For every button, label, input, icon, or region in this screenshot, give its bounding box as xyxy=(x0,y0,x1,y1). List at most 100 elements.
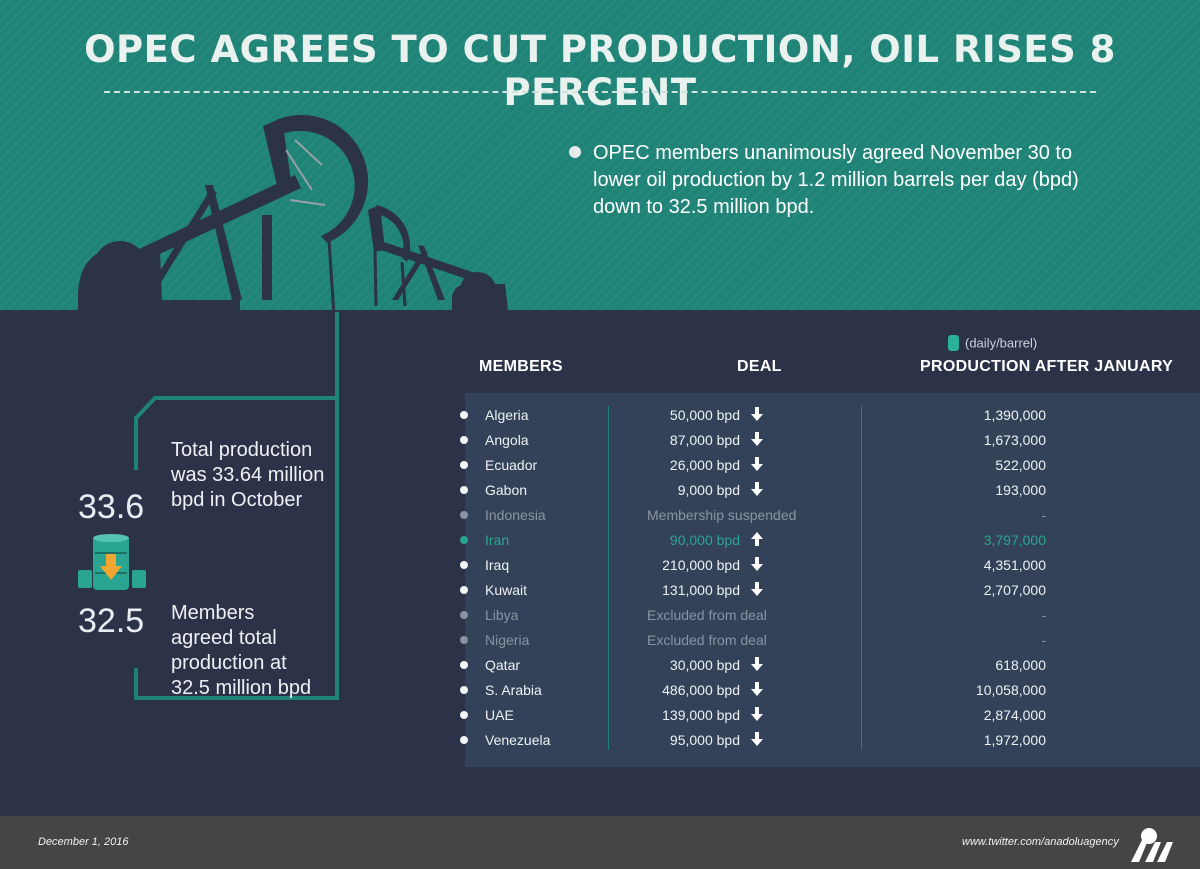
after-text: Members agreed total production at 32.5 … xyxy=(171,602,312,699)
production-value: - xyxy=(1041,507,1046,523)
production-value: 1,673,000 xyxy=(983,432,1046,448)
intro-block: OPEC members unanimously agreed November… xyxy=(569,140,1089,221)
member-name: Venezuela xyxy=(485,732,551,748)
member-name: Angola xyxy=(485,432,529,448)
production-value: - xyxy=(1041,632,1046,648)
member-name: Libya xyxy=(485,607,519,623)
intro-text: OPEC members unanimously agreed November… xyxy=(593,142,1079,218)
deal-amount: 486,000 bpd xyxy=(662,682,740,698)
table-row: Qatar 30,000 bpd 618,000 xyxy=(460,653,1080,678)
row-bullet xyxy=(460,611,468,619)
deal-amount: 26,000 bpd xyxy=(669,457,740,473)
member-name: UAE xyxy=(485,707,514,723)
row-bullet xyxy=(460,586,468,594)
table-background xyxy=(465,393,1200,767)
table-row: Venezuela 95,000 bpd 1,972,000 xyxy=(460,728,1080,753)
deal-amount: 9,000 bpd xyxy=(677,482,740,498)
member-name: S. Arabia xyxy=(485,682,542,698)
table-row: Gabon 9,000 bpd 193,000 xyxy=(460,478,1080,503)
arrow-down-icon xyxy=(751,432,763,446)
arrow-down-icon xyxy=(751,407,763,421)
production-value: 522,000 xyxy=(995,457,1046,473)
table-row: Kuwait 131,000 bpd 2,707,000 xyxy=(460,578,1080,603)
member-name: Iran xyxy=(485,532,510,548)
deal-note: Excluded from deal xyxy=(647,632,767,648)
column-header-production: PRODUCTION AFTER JANUARY xyxy=(920,358,1174,375)
production-value: 193,000 xyxy=(995,482,1046,498)
footer-date: December 1, 2016 xyxy=(38,836,129,848)
barrel-icon xyxy=(948,334,959,351)
footer: December 1, 2016 www.twitter.com/anadolu… xyxy=(0,816,1200,869)
row-bullet xyxy=(460,661,468,669)
deal-amount: 139,000 bpd xyxy=(662,707,740,723)
deal-amount: 131,000 bpd xyxy=(662,582,740,598)
production-value: - xyxy=(1041,607,1046,623)
row-bullet xyxy=(460,736,468,744)
production-value: 1,972,000 xyxy=(983,732,1046,748)
deal-amount: 90,000 bpd xyxy=(669,532,740,548)
before-text: Total production was 33.64 million bpd i… xyxy=(171,439,325,511)
production-value: 4,351,000 xyxy=(983,557,1046,573)
anadolu-logo-icon xyxy=(1131,828,1173,862)
row-bullet xyxy=(460,636,468,644)
table-row: Algeria 50,000 bpd 1,390,000 xyxy=(460,403,1080,428)
row-bullet xyxy=(460,711,468,719)
row-bullet xyxy=(460,486,468,494)
arrow-down-icon xyxy=(751,482,763,496)
footer-link[interactable]: www.twitter.com/anadoluagency xyxy=(962,836,1119,848)
pumpjack-illustration xyxy=(78,114,508,700)
arrow-up-icon xyxy=(751,532,763,546)
title-divider xyxy=(104,91,1096,93)
production-value: 1,390,000 xyxy=(983,407,1046,423)
row-bullet xyxy=(460,511,468,519)
table-row: Angola 87,000 bpd 1,673,000 xyxy=(460,428,1080,453)
column-divider xyxy=(861,406,862,750)
deal-amount: 87,000 bpd xyxy=(669,432,740,448)
arrow-down-icon xyxy=(751,707,763,721)
arrow-down-icon xyxy=(751,657,763,671)
table-row: Ecuador 26,000 bpd 522,000 xyxy=(460,453,1080,478)
column-header-members: MEMBERS xyxy=(479,358,563,375)
deal-amount: 50,000 bpd xyxy=(669,407,740,423)
member-name: Ecuador xyxy=(485,457,538,473)
production-value: 2,874,000 xyxy=(983,707,1046,723)
row-bullet xyxy=(460,561,468,569)
table-row: S. Arabia 486,000 bpd 10,058,000 xyxy=(460,678,1080,703)
hatch-pattern xyxy=(0,0,1200,310)
production-value: 3,797,000 xyxy=(983,532,1046,548)
before-value: 33.6 xyxy=(78,488,145,526)
deal-amount: 210,000 bpd xyxy=(662,557,740,573)
column-divider xyxy=(608,406,609,750)
member-name: Gabon xyxy=(485,482,528,498)
unit-label: (daily/barrel) xyxy=(948,334,1037,352)
member-name: Indonesia xyxy=(485,507,546,523)
deal-amount: 95,000 bpd xyxy=(669,732,740,748)
member-name: Kuwait xyxy=(485,582,528,598)
member-name: Qatar xyxy=(485,657,521,673)
table-row: UAE 139,000 bpd 2,874,000 xyxy=(460,703,1080,728)
row-bullet xyxy=(460,411,468,419)
row-bullet xyxy=(460,461,468,469)
intro-bullet xyxy=(569,146,581,158)
after-value: 32.5 xyxy=(78,602,145,640)
member-name: Iraq xyxy=(485,557,510,573)
row-bullet xyxy=(460,536,468,544)
arrow-down-icon xyxy=(751,582,763,596)
deal-amount: 30,000 bpd xyxy=(669,657,740,673)
page-title: OPEC AGREES TO CUT PRODUCTION, OIL RISES… xyxy=(84,28,1116,114)
row-bullet xyxy=(460,436,468,444)
row-bullet xyxy=(460,686,468,694)
arrow-down-icon xyxy=(751,557,763,571)
arrow-down-icon xyxy=(751,457,763,471)
table-row: Libya Excluded from deal - xyxy=(460,603,1080,628)
table-row: Indonesia Membership suspended - xyxy=(460,503,1080,528)
member-name: Nigeria xyxy=(485,632,530,648)
header-band xyxy=(0,0,1200,310)
column-header-deal: DEAL xyxy=(737,358,782,375)
production-value: 2,707,000 xyxy=(983,582,1046,598)
arrow-down-icon xyxy=(751,732,763,746)
deal-note: Membership suspended xyxy=(647,507,797,523)
production-value: 10,058,000 xyxy=(975,682,1046,698)
production-value: 618,000 xyxy=(995,657,1046,673)
deal-note: Excluded from deal xyxy=(647,607,767,623)
